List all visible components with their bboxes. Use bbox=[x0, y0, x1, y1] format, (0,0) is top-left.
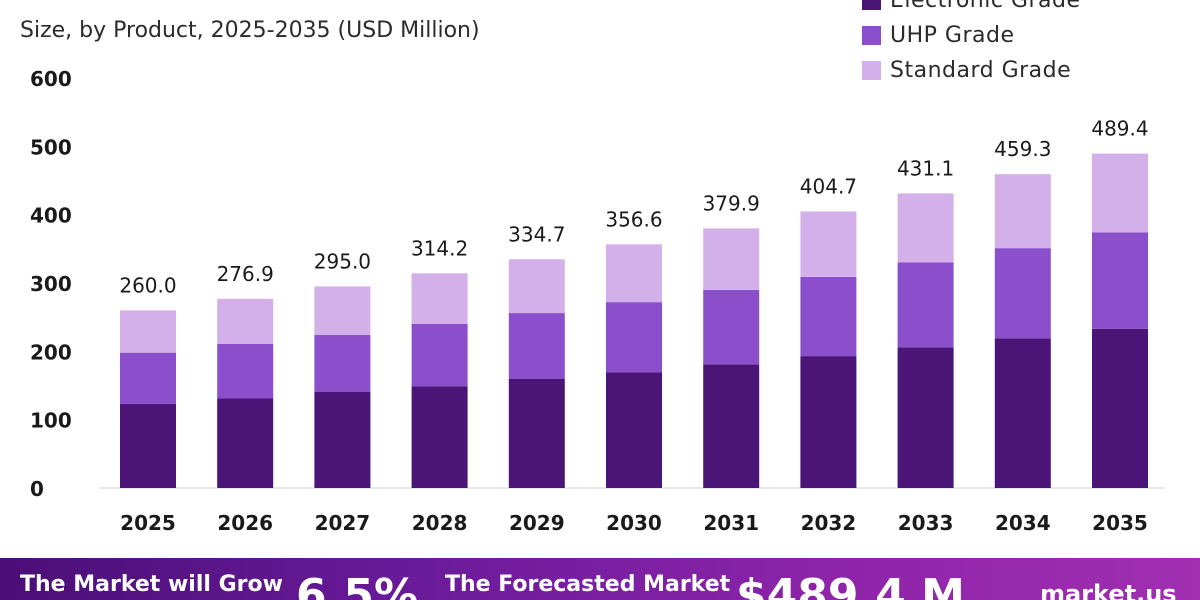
bar-segment bbox=[703, 289, 760, 365]
x-tick-label: 2033 bbox=[898, 511, 954, 535]
bar-total-label: 459.3 bbox=[994, 137, 1051, 161]
bar-total-label: 314.2 bbox=[411, 236, 468, 260]
bar-segment bbox=[1092, 328, 1148, 488]
stacked-bar-chart: 0 100 200 300 400 500 600 260.0 2025 276.9 2026 295… bbox=[30, 67, 1165, 535]
bar-segment bbox=[994, 338, 1051, 488]
chart-subtitle: Size, by Product, 2025-2035 (USD Million… bbox=[20, 18, 480, 43]
legend-label-uhp-grade: UHP Grade bbox=[890, 23, 1015, 48]
bar-segment bbox=[1092, 232, 1148, 329]
x-tick-label: 2026 bbox=[217, 511, 273, 535]
x-tick-label: 2027 bbox=[315, 511, 371, 535]
bar-total-label: 334.7 bbox=[508, 222, 565, 246]
bar-segment bbox=[508, 378, 565, 488]
bar-segment bbox=[897, 193, 954, 263]
bar-segment bbox=[120, 310, 176, 353]
bar-total-label: 404.7 bbox=[800, 174, 857, 198]
x-tick-label: 2035 bbox=[1092, 511, 1148, 535]
y-tick-label: 600 bbox=[30, 67, 72, 91]
footer-forecast-value: $489.4 M bbox=[736, 570, 965, 600]
footer-growth-label: The Market will Grow bbox=[20, 572, 283, 597]
bar-segment bbox=[314, 391, 371, 488]
bar-segment bbox=[411, 273, 468, 324]
bar-total-label: 260.0 bbox=[119, 273, 176, 297]
bar-segment bbox=[120, 352, 176, 404]
bar-segment bbox=[994, 174, 1051, 249]
x-tick-label: 2028 bbox=[412, 511, 468, 535]
bar-segment bbox=[411, 386, 468, 488]
bar-segment bbox=[800, 276, 857, 357]
footer-banner: The Market will Grow 6.5% The Forecasted… bbox=[0, 558, 1200, 600]
legend-label-electronic-grade: Electronic Grade bbox=[890, 0, 1081, 13]
bar-total-label: 295.0 bbox=[314, 249, 371, 273]
bar-segment bbox=[703, 228, 760, 290]
x-tick-label: 2032 bbox=[801, 511, 857, 535]
y-tick-label: 0 bbox=[30, 477, 44, 501]
x-tick-label: 2030 bbox=[606, 511, 662, 535]
footer-brand: market.us bbox=[1040, 580, 1177, 600]
bar-segment bbox=[703, 364, 760, 488]
bar-segment bbox=[314, 286, 371, 335]
bar-segment bbox=[1092, 153, 1148, 233]
bar-total-label: 356.6 bbox=[605, 207, 662, 231]
bar-total-label: 276.9 bbox=[217, 262, 274, 286]
legend-label-standard-grade: Standard Grade bbox=[890, 58, 1072, 83]
bar-segment bbox=[314, 334, 371, 392]
bar-total-label: 379.9 bbox=[703, 191, 760, 215]
x-tick-label: 2031 bbox=[703, 511, 759, 535]
bar-segment bbox=[508, 313, 565, 379]
legend-swatch-standard-grade bbox=[862, 61, 881, 80]
y-tick-label: 100 bbox=[30, 409, 72, 433]
bar-segment bbox=[994, 248, 1051, 339]
x-tick-label: 2034 bbox=[995, 511, 1051, 535]
bar-segment bbox=[411, 324, 468, 387]
bar-segment bbox=[606, 244, 662, 303]
bar-segment bbox=[217, 343, 274, 399]
bar-segment bbox=[897, 262, 954, 348]
y-tick-label: 400 bbox=[30, 204, 72, 228]
bar-total-label: 431.1 bbox=[897, 156, 954, 180]
bar-segment bbox=[217, 398, 274, 488]
legend-swatch-uhp-grade bbox=[862, 26, 881, 45]
bar-segment bbox=[606, 372, 662, 488]
bar-segment bbox=[606, 302, 662, 373]
x-tick-label: 2029 bbox=[509, 511, 565, 535]
legend-swatch-electronic-grade bbox=[862, 0, 881, 10]
bar-segment bbox=[508, 259, 565, 314]
y-tick-label: 200 bbox=[30, 340, 72, 364]
bar-segment bbox=[120, 403, 176, 488]
x-tick-label: 2025 bbox=[120, 511, 176, 535]
y-tick-label: 300 bbox=[30, 272, 72, 296]
bar-segment bbox=[897, 347, 954, 488]
footer-forecast-label: The Forecasted Market bbox=[445, 572, 731, 597]
bar-segment bbox=[217, 298, 274, 344]
bar-segment bbox=[800, 356, 857, 488]
y-tick-label: 500 bbox=[30, 135, 72, 159]
bar-total-label: 489.4 bbox=[1091, 117, 1148, 141]
footer-growth-value: 6.5% bbox=[296, 570, 419, 600]
bar-segment bbox=[800, 211, 857, 277]
